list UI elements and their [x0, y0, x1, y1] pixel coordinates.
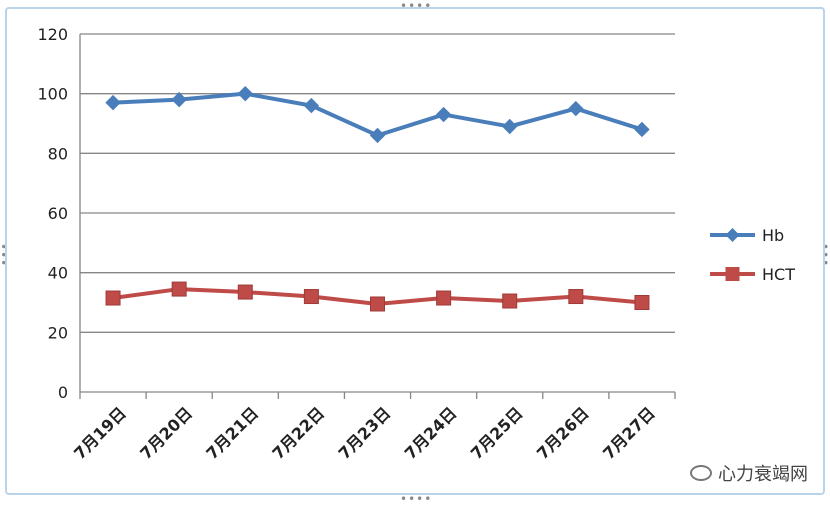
x-tick-label: 7月26日 — [533, 403, 593, 463]
resize-handle-bottom[interactable]: •••• — [400, 492, 433, 506]
data-point-hb[interactable] — [502, 118, 518, 135]
y-tick-label: 120 — [37, 25, 68, 44]
legend-label-hct: HCT — [762, 265, 795, 284]
legend-label-hb: Hb — [762, 226, 784, 245]
line-chart: 0 20 40 60 80 100 120 7月19日 7月20日 7月21日 7月22日 7月23日… — [37, 25, 795, 463]
data-point-hct[interactable] — [237, 284, 253, 300]
y-tick-label: 60 — [48, 204, 68, 223]
x-tick-label: 7月19日 — [70, 403, 130, 463]
data-point-hct[interactable] — [105, 290, 121, 306]
data-point-hct[interactable] — [171, 281, 187, 297]
chart-area[interactable]: 0 20 40 60 80 100 120 7月19日 7月20日 7月21日 7月22日 7月23日… — [5, 7, 825, 495]
x-tick-label: 7月23日 — [335, 403, 395, 463]
legend-marker-hct — [725, 267, 740, 281]
data-point-hct[interactable] — [436, 290, 452, 306]
y-tick-label: 20 — [48, 323, 68, 342]
legend-marker-hb — [725, 228, 740, 242]
x-tick-label: 7月24日 — [401, 403, 461, 463]
watermark: 心力衰竭网 — [690, 460, 808, 486]
data-point-hct[interactable] — [568, 289, 584, 305]
data-point-hb[interactable] — [303, 97, 320, 114]
x-tick-label: 7月22日 — [269, 403, 329, 463]
y-tick-label: 40 — [48, 264, 68, 283]
data-point-hb[interactable] — [171, 91, 187, 108]
watermark-text: 心力衰竭网 — [718, 464, 808, 485]
data-point-hb[interactable] — [237, 85, 253, 102]
y-tick-label: 80 — [48, 144, 68, 163]
x-tick-label: 7月25日 — [467, 403, 527, 463]
y-tick-label: 100 — [37, 85, 68, 104]
data-point-hb[interactable] — [634, 121, 650, 138]
x-tick-label: 7月21日 — [202, 403, 262, 463]
x-tick-label: 7月27日 — [599, 403, 659, 463]
data-point-hct[interactable] — [303, 289, 319, 305]
data-point-hct[interactable] — [370, 296, 385, 312]
data-point-hb[interactable] — [369, 127, 386, 144]
x-tick-label: 7月20日 — [136, 403, 196, 463]
data-point-hct[interactable] — [634, 295, 650, 310]
wechat-icon — [690, 465, 712, 481]
data-point-hb[interactable] — [435, 106, 452, 123]
data-point-hb[interactable] — [105, 94, 121, 111]
data-point-hb[interactable] — [568, 100, 584, 117]
data-point-hct[interactable] — [502, 293, 518, 309]
y-tick-label: 0 — [58, 383, 68, 402]
